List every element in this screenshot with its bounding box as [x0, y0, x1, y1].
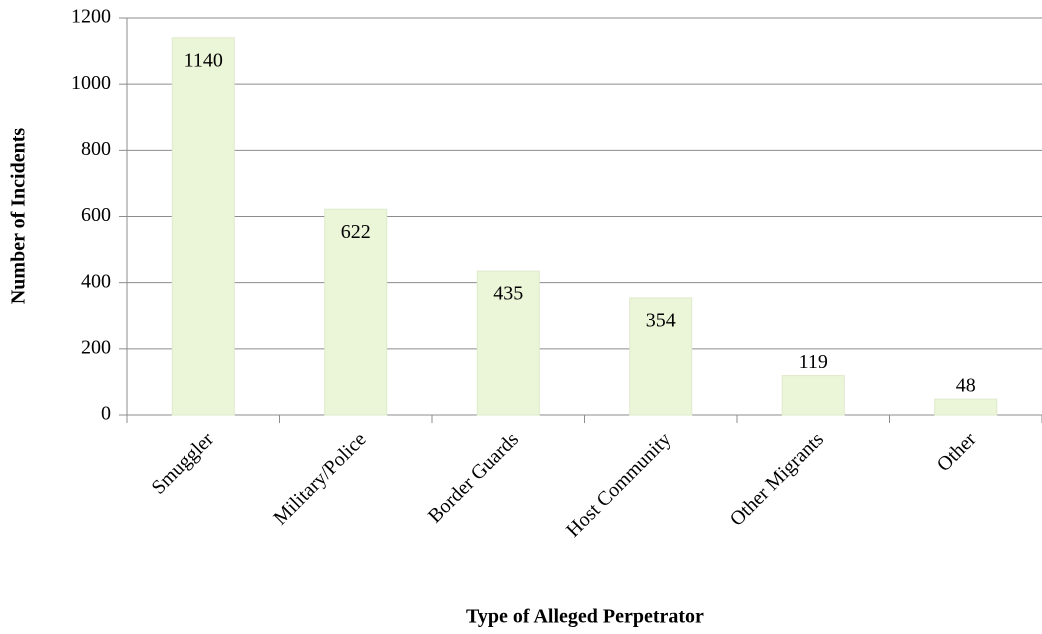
x-tick-label: Military/Police [269, 428, 370, 529]
value-label: 1140 [184, 49, 223, 71]
x-tick-label: Smuggler [147, 428, 218, 499]
value-label: 354 [646, 309, 676, 331]
y-tick-label: 200 [81, 336, 111, 358]
y-axis-title: Number of Incidents [8, 128, 30, 305]
x-tick-label: Other Migrants [726, 428, 829, 531]
x-tick-label: Border Guards [424, 428, 523, 527]
y-tick-label: 1000 [71, 72, 111, 94]
bar [629, 297, 693, 416]
bar [476, 270, 540, 416]
bar [171, 37, 235, 416]
y-tick-label: 600 [81, 204, 111, 226]
y-tick-label: 400 [81, 270, 111, 292]
y-tick-label: 0 [101, 403, 111, 425]
y-tick-label: 800 [81, 138, 111, 160]
x-tick-label: Other [933, 428, 981, 476]
y-tick-label: 1200 [71, 6, 111, 28]
value-label: 119 [799, 351, 828, 373]
value-label: 48 [956, 375, 976, 397]
bar [324, 208, 388, 416]
value-label: 622 [341, 221, 371, 243]
value-label: 435 [493, 283, 523, 305]
bar [934, 398, 998, 416]
bar [781, 375, 845, 416]
x-tick-label: Host Community [562, 428, 675, 541]
x-axis-title: Type of Alleged Perpetrator [466, 606, 704, 628]
